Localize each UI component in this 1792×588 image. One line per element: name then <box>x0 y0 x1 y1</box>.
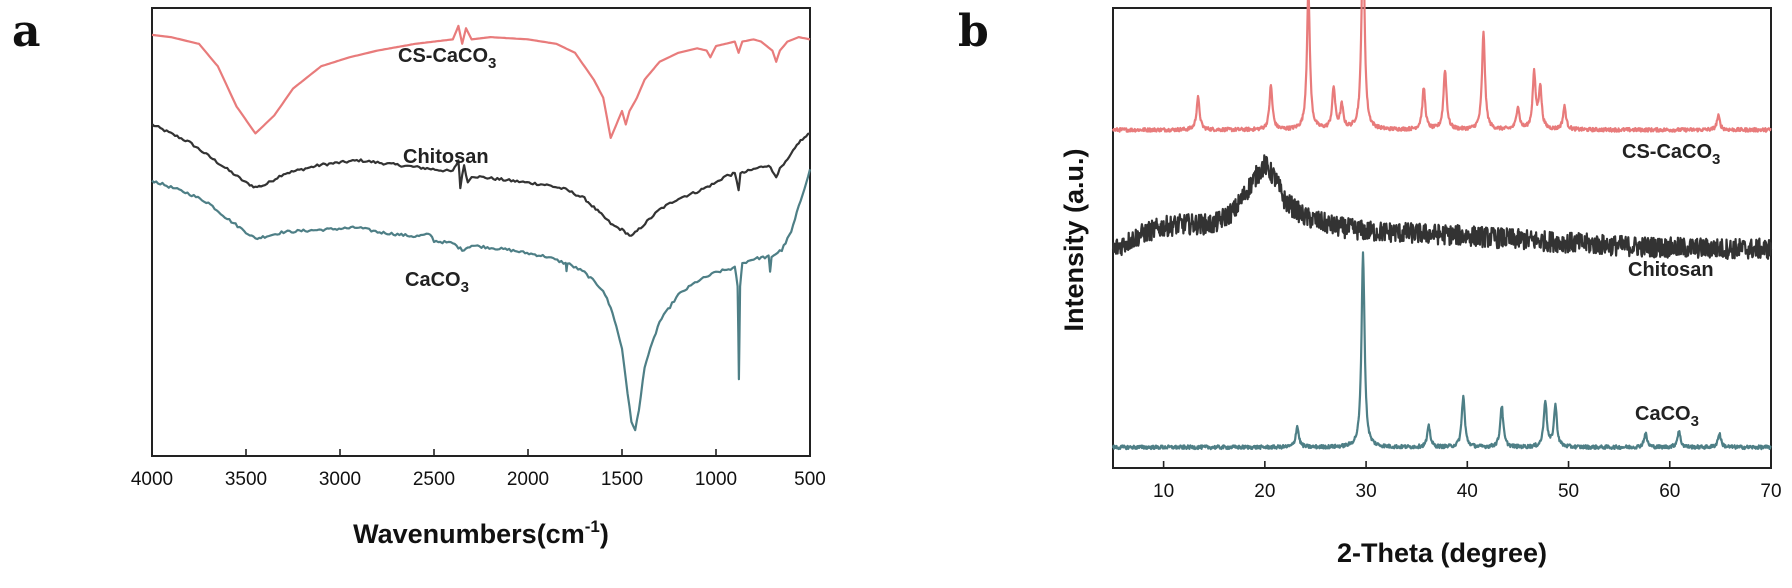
panel-b-x-tick-label: 20 <box>1254 481 1275 502</box>
panel-a-x-axis-title: Wavenumbers(cm-1) <box>353 517 609 549</box>
panel-b-x-tick-label: 70 <box>1760 481 1781 502</box>
panel-a-label-chitosan: Chitosan <box>403 146 489 168</box>
panel-b-label-cs-caco3: CS-CaCO3 <box>1622 141 1720 168</box>
panel-b-label-caco3: CaCO3 <box>1635 403 1699 430</box>
panel-b-x-tick-label: 10 <box>1153 481 1174 502</box>
panel-b-trace-cs-caco3 <box>1111 0 1772 133</box>
panel-b-label-chitosan: Chitosan <box>1628 259 1714 281</box>
panel-a-x-tick-label: 4000 <box>131 469 173 490</box>
panel-b-plot-frame <box>1112 7 1772 469</box>
panel-a-x-tick-label: 1000 <box>695 469 737 490</box>
panel-b-x-tick-label: 50 <box>1558 481 1579 502</box>
panel-b-x-tick-label: 30 <box>1356 481 1377 502</box>
panel-a: a 4000 3500 3000 2500 2000 1500 1000 500 Wavenu… <box>12 6 826 549</box>
panel-a-trace-cs-caco3 <box>151 24 811 139</box>
panel-a-x-tick-label: 2500 <box>413 469 455 490</box>
panel-a-x-tick-label: 500 <box>794 469 826 490</box>
panel-b: b 10 20 30 40 50 60 70 2-Theta (degree) Intens… <box>958 0 1782 568</box>
panel-b-x-ticks: 10 20 30 40 50 60 70 <box>1153 461 1782 502</box>
panel-b-y-axis-title: Intensity (a.u.) <box>1059 148 1089 331</box>
panel-b-trace-chitosan <box>1111 154 1773 260</box>
panel-a-label-caco3: CaCO3 <box>405 269 469 296</box>
panel-b-x-tick-label: 40 <box>1457 481 1478 502</box>
panel-a-x-ticks: 4000 3500 3000 2500 2000 1500 1000 500 <box>131 449 826 490</box>
panel-a-letter: a <box>12 6 41 57</box>
panel-a-label-cs-caco3: CS-CaCO3 <box>398 45 496 72</box>
panel-a-x-tick-label: 1500 <box>601 469 643 490</box>
panel-a-x-tick-label: 3000 <box>319 469 361 490</box>
panel-a-x-tick-label: 2000 <box>507 469 549 490</box>
panel-a-x-tick-label: 3500 <box>225 469 267 490</box>
panel-a-trace-chitosan <box>151 123 811 237</box>
panel-b-traces <box>1111 0 1773 451</box>
panel-a-trace-caco3 <box>151 169 812 432</box>
panel-b-trace-caco3 <box>1111 251 1772 451</box>
panel-b-x-tick-label: 60 <box>1659 481 1680 502</box>
panel-b-x-axis-title: 2-Theta (degree) <box>1337 538 1547 568</box>
panel-a-plot-frame <box>151 7 811 457</box>
panel-b-letter: b <box>958 6 989 57</box>
panel-a-traces <box>151 24 812 432</box>
